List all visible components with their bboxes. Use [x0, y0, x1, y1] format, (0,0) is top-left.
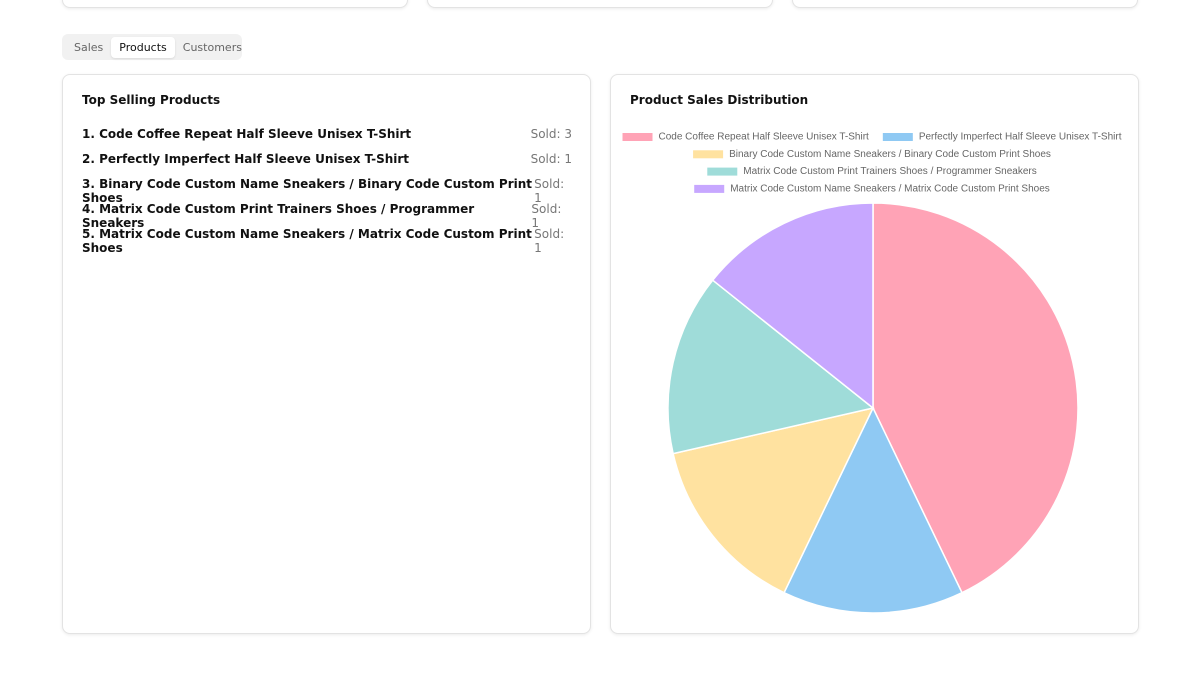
tab[interactable]: Sales [74, 40, 104, 54]
sold-count: Sold: 1 [531, 202, 562, 230]
legend-label: Perfectly Imperfect Half Sleeve Unisex T… [919, 132, 1122, 143]
pie-slice [872, 202, 1079, 594]
legend-swatch [882, 133, 913, 141]
legend-label: Matrix Code Custom Name Sneakers / Matri… [730, 184, 1050, 195]
sold-count: Sold: 1 [530, 152, 572, 166]
product-name: 2. Perfectly Imperfect Half Sleeve Unise… [82, 152, 410, 166]
product-name: 5. Matrix Code Custom Name Sneakers / Ma… [82, 227, 532, 255]
legend-swatch [622, 133, 653, 141]
pie-slice [667, 279, 875, 455]
legend-label: Binary Code Custom Name Sneakers / Binar… [729, 149, 1051, 160]
product-row: 5. Matrix Code Custom Name Sneakers / Ma… [82, 227, 572, 255]
pie-slice [672, 406, 875, 594]
legend-swatch [694, 184, 725, 193]
tab-bar: Sales Products Customers [62, 34, 242, 60]
product-row: 1. Code Coffee Repeat Half Sleeve Unisex… [82, 127, 572, 141]
card-title: Top Selling Products [82, 93, 221, 107]
product-row: 4. Matrix Code Custom Print Trainers Sho… [82, 202, 572, 230]
legend-label: Code Coffee Repeat Half Sleeve Unisex T-… [659, 132, 870, 143]
sold-count: Sold: 1 [534, 177, 565, 205]
tab[interactable]: Products [111, 36, 175, 58]
sold-count: Sold: 3 [530, 127, 572, 141]
chart-title: Product Sales Distribution [630, 93, 809, 107]
pie-slice [711, 202, 874, 410]
product-row: 3. Binary Code Custom Name Sneakers / Bi… [82, 177, 572, 205]
top-products-card: Top Selling Products 1. Code Coffee Repe… [62, 74, 591, 634]
sold-count: Sold: 1 [534, 227, 565, 255]
legend-swatch [693, 150, 724, 159]
pie-slice [783, 406, 963, 614]
tab[interactable]: Customers [182, 40, 242, 54]
product-name: 4. Matrix Code Custom Print Trainers Sho… [82, 202, 475, 230]
product-name: 1. Code Coffee Repeat Half Sleeve Unisex… [82, 127, 412, 141]
legend-label: Matrix Code Custom Print Trainers Shoes … [743, 166, 1036, 177]
legend-swatch [707, 167, 738, 176]
product-name: 3. Binary Code Custom Name Sneakers / Bi… [82, 177, 533, 205]
product-row: 2. Perfectly Imperfect Half Sleeve Unise… [82, 152, 572, 166]
